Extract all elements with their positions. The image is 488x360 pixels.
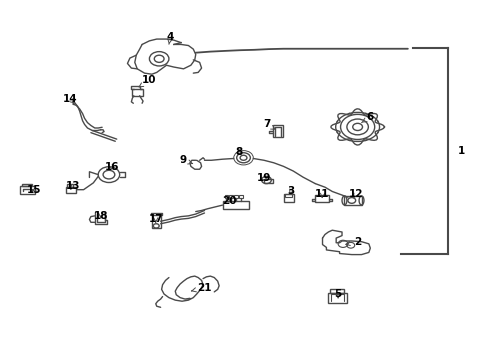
Text: 20: 20 — [221, 196, 236, 206]
Text: 9: 9 — [180, 155, 192, 165]
Text: 8: 8 — [235, 147, 242, 157]
Text: 5: 5 — [334, 289, 341, 299]
Bar — [132, 89, 143, 96]
Bar — [328, 293, 346, 303]
Bar — [283, 194, 294, 202]
Bar — [65, 187, 76, 193]
Text: 17: 17 — [148, 214, 163, 224]
Bar — [20, 186, 35, 194]
Text: 14: 14 — [63, 94, 78, 104]
Text: 15: 15 — [26, 185, 41, 195]
Text: 1: 1 — [457, 146, 465, 156]
Bar — [344, 196, 361, 205]
Text: 3: 3 — [286, 186, 294, 197]
Bar — [229, 195, 232, 198]
Text: 6: 6 — [361, 112, 373, 123]
Bar — [222, 201, 249, 209]
Bar — [239, 195, 242, 198]
Bar — [21, 184, 32, 186]
Text: 21: 21 — [191, 283, 211, 293]
Bar — [67, 184, 73, 187]
Bar — [264, 179, 272, 183]
Text: 4: 4 — [166, 32, 174, 44]
Text: 12: 12 — [348, 189, 362, 199]
Text: 19: 19 — [256, 173, 271, 183]
Bar — [329, 289, 344, 293]
Bar — [234, 195, 237, 198]
Text: 7: 7 — [262, 120, 275, 130]
Bar — [315, 195, 328, 202]
Bar — [152, 215, 160, 228]
Bar — [224, 195, 227, 198]
Text: 2: 2 — [345, 237, 361, 247]
Text: 10: 10 — [139, 75, 156, 87]
Text: 13: 13 — [65, 181, 80, 192]
Bar — [272, 126, 282, 137]
Text: 16: 16 — [104, 162, 119, 172]
Text: 11: 11 — [315, 189, 329, 199]
Bar — [285, 194, 292, 197]
Text: 18: 18 — [93, 211, 108, 221]
